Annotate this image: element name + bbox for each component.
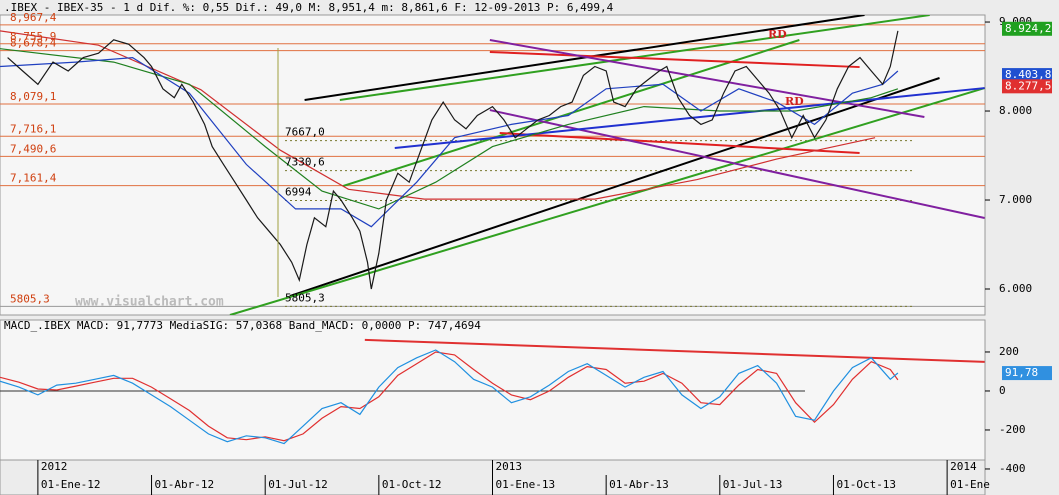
x-tick-label: 01-Oct-12 (382, 478, 442, 491)
x-tick-label: 01-Abr-12 (155, 478, 215, 491)
x-tick-label: 01-Abr-13 (609, 478, 669, 491)
macd-header: MACD_.IBEX MACD: 91,7773 MediaSIG: 57,03… (4, 319, 481, 332)
y-tick-label: 0 (999, 384, 1006, 397)
level-label: 8,967,4 (10, 11, 57, 24)
x-tick-label: 01-Oct-13 (836, 478, 896, 491)
series-line (0, 351, 899, 442)
trendline (499, 132, 860, 155)
note-label: 6994 (285, 186, 312, 199)
level-label: 8,079,1 (10, 90, 56, 103)
y-tick-label: 6.000 (999, 282, 1032, 295)
x-tick-label: 01-Jul-12 (268, 478, 328, 491)
level-label: 8,755,9 (10, 30, 56, 43)
y-tick-label: 8.000 (999, 104, 1032, 117)
price-panel (0, 14, 986, 316)
trendline (489, 51, 860, 69)
y-tick-label: 7.000 (999, 193, 1032, 206)
level-label: 8,678,4 (10, 37, 57, 50)
y-tick-label: -400 (999, 462, 1026, 475)
trendline (489, 109, 985, 219)
value-marker-label: 8.403,8 (1005, 68, 1051, 81)
note-label: 7330,6 (285, 156, 325, 169)
x-tick-label: 01-Ene (950, 478, 990, 491)
series-line (7, 30, 899, 290)
x-tick-label: 01-Ene-12 (41, 478, 101, 491)
level-label: 7,161,4 (10, 172, 57, 185)
value-marker (1002, 68, 1052, 83)
annotation: RD (785, 95, 804, 108)
trendline (229, 87, 985, 315)
x-tick-label: 01-Ene-13 (496, 478, 556, 491)
value-marker-label: 8.924,2 (1005, 22, 1051, 35)
level-label: 7,490,6 (10, 142, 56, 155)
trendline (364, 338, 985, 363)
level-label: 5805,3 (10, 292, 50, 305)
y-tick-label: -200 (999, 423, 1026, 436)
level-label: 7,716,1 (10, 122, 56, 135)
price-plot (0, 15, 985, 315)
trendline (289, 77, 940, 297)
value-marker (1002, 79, 1052, 94)
value-marker-label: 8.277,5 (1005, 79, 1051, 92)
macd-panel (0, 319, 986, 461)
value-marker (1002, 366, 1052, 381)
x-tick-label: 01-Jul-13 (723, 478, 783, 491)
year-tick-label: 2014 (950, 460, 977, 473)
series-line (0, 349, 899, 445)
trendline (394, 87, 985, 150)
note-label: 7667,0 (285, 126, 325, 139)
series-line (0, 48, 899, 210)
annotation: RD (768, 28, 787, 41)
value-marker-label: 91,78 (1005, 366, 1038, 379)
trendline (489, 39, 925, 118)
price-header: .IBEX - IBEX-35 - 1 d Dif. %: 0,55 Dif.:… (4, 1, 614, 14)
value-marker (1002, 21, 1052, 36)
y-tick-label: 200 (999, 345, 1019, 358)
series-line (0, 30, 876, 200)
watermark: www.visualchart.com (75, 295, 224, 310)
year-tick-label: 2013 (496, 460, 523, 473)
note-label: 5805,3 (285, 291, 325, 304)
year-tick-label: 2012 (41, 460, 67, 473)
macd-plot (0, 338, 985, 445)
